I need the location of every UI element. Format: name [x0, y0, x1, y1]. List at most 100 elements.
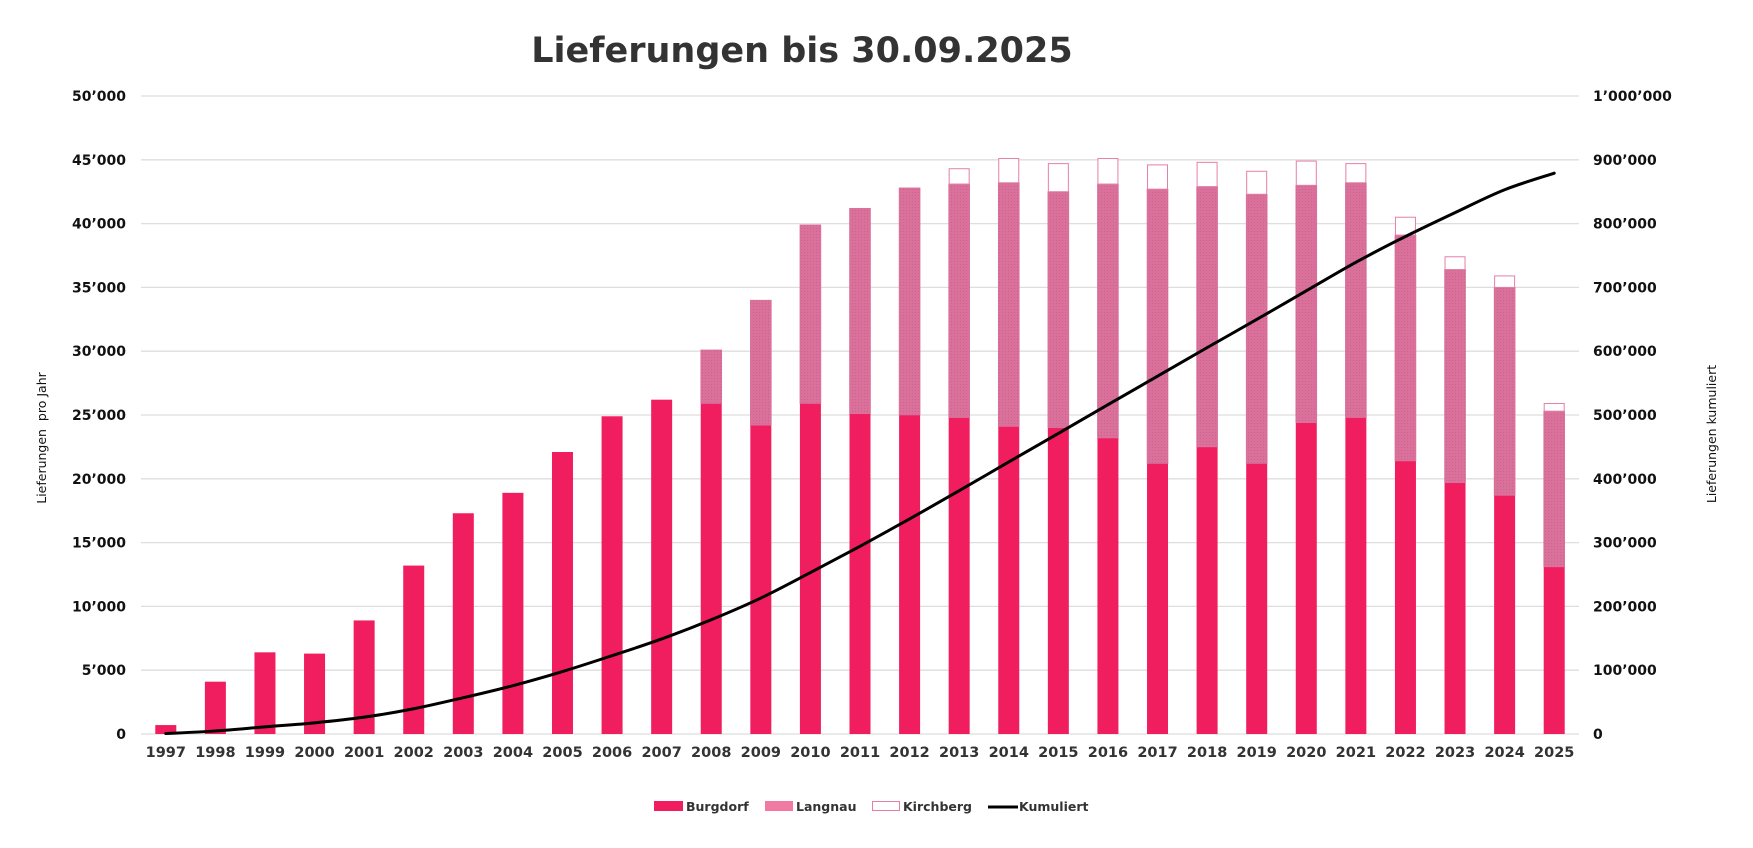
- x-tick-label: 2023: [1435, 745, 1475, 761]
- bar-langnau: [898, 187, 921, 416]
- bar-burgdorf: [1345, 417, 1367, 734]
- x-tick-label: 2012: [889, 745, 929, 761]
- x-tick-label: 2013: [939, 745, 979, 761]
- bar-langnau: [1394, 234, 1417, 462]
- bar-kirchberg: [1097, 158, 1119, 185]
- bar-langnau: [750, 299, 772, 426]
- x-tick-label: 2005: [542, 745, 582, 761]
- bar-burgdorf: [948, 417, 970, 734]
- x-tick-label: 2016: [1088, 745, 1128, 761]
- y-tick-label-right: 700’000: [1593, 280, 1657, 296]
- bar-burgdorf: [502, 492, 524, 734]
- bar-langnau: [1295, 185, 1318, 423]
- x-tick-label: 2020: [1286, 745, 1326, 761]
- bar-stack: [452, 513, 474, 734]
- bar-stack: [1047, 163, 1070, 734]
- y-axis-title-right: Lieferungen kumuliert: [1704, 365, 1719, 503]
- legend-swatch-kirchberg: [872, 801, 900, 811]
- y-tick-label-right: 300’000: [1593, 536, 1657, 552]
- legend-item-kirchberg: Kirchberg: [872, 799, 972, 814]
- bar-burgdorf: [1097, 437, 1119, 734]
- y-tick-label-right: 600’000: [1593, 344, 1657, 360]
- bar-stack: [997, 158, 1020, 734]
- x-tick-label: 2009: [741, 745, 781, 761]
- bar-stack: [1444, 256, 1466, 734]
- legend-item-langnau: Langnau: [765, 799, 856, 814]
- bar-kirchberg: [1444, 256, 1466, 271]
- bar-stack: [353, 620, 375, 734]
- x-tick-label: 2021: [1336, 745, 1376, 761]
- chart-title: Lieferungen bis 30.09.2025: [531, 31, 1072, 71]
- bar-langnau: [849, 207, 871, 415]
- x-tick-label: 1999: [245, 745, 285, 761]
- x-tick-label: 2011: [840, 745, 880, 761]
- y-axis-title-left: Lieferungen pro Jahr: [34, 371, 49, 503]
- bar-burgdorf: [254, 652, 276, 734]
- y-tick-label-right: 900’000: [1593, 153, 1657, 169]
- bar-stack: [799, 224, 822, 734]
- x-tick-label: 2001: [344, 745, 384, 761]
- bar-langnau: [1146, 188, 1169, 464]
- bar-stack: [1295, 160, 1318, 734]
- bar-stack: [551, 452, 573, 734]
- bar-burgdorf: [304, 653, 326, 734]
- legend-label-burgdorf: Burgdorf: [686, 799, 749, 814]
- bar-burgdorf: [899, 415, 921, 734]
- bar-burgdorf: [204, 681, 226, 734]
- bar-stack: [750, 299, 772, 734]
- bar-burgdorf: [601, 416, 623, 734]
- bar-stack: [204, 681, 226, 734]
- right-axis-ticks: 0 100’000 200’000 300’000 400’000 500’000 600’…: [1593, 89, 1672, 743]
- legend-item-kumuliert: Kumuliert: [988, 799, 1089, 814]
- y-tick-label-right: 800’000: [1593, 217, 1657, 233]
- bar-burgdorf: [1196, 446, 1218, 734]
- x-tick-label: 2017: [1137, 745, 1177, 761]
- bar-langnau: [1196, 186, 1218, 448]
- bar-stack: [1146, 164, 1169, 734]
- bar-burgdorf: [452, 513, 474, 734]
- x-tick-label: 2004: [493, 745, 533, 761]
- bar-stack: [700, 349, 723, 734]
- bar-kirchberg: [1295, 160, 1317, 186]
- bar-stack: [403, 565, 425, 734]
- y-tick-label-left: 40’000: [72, 217, 126, 233]
- x-tick-label: 2002: [394, 745, 434, 761]
- y-tick-label-left: 0: [116, 727, 126, 743]
- bar-burgdorf: [1394, 460, 1416, 734]
- bar-stack: [155, 725, 177, 734]
- bar-burgdorf: [155, 725, 177, 734]
- y-tick-label-right: 500’000: [1593, 408, 1657, 424]
- y-tick-label-left: 5’000: [82, 663, 127, 679]
- bar-stack: [254, 652, 276, 734]
- cumulative-line-group: [164, 171, 1556, 736]
- bar-burgdorf: [403, 565, 425, 734]
- x-tick-label: 2025: [1534, 745, 1574, 761]
- legend-swatch-langnau: [765, 801, 793, 811]
- bars: [155, 158, 1566, 734]
- bar-langnau: [700, 349, 723, 404]
- bar-langnau: [948, 183, 970, 418]
- bar-burgdorf: [1444, 482, 1466, 734]
- x-tick-label: 2007: [641, 745, 681, 761]
- bar-kirchberg: [948, 168, 970, 185]
- y-tick-label-left: 20’000: [72, 472, 126, 488]
- bar-langnau: [1543, 410, 1566, 568]
- bar-stack: [1543, 403, 1566, 734]
- bar-burgdorf: [1047, 427, 1069, 734]
- bar-stack: [1245, 170, 1268, 734]
- x-tick-label: 2008: [691, 745, 731, 761]
- y-tick-label-left: 50’000: [72, 89, 126, 105]
- bar-stack: [1097, 158, 1119, 734]
- bar-kirchberg: [1047, 163, 1069, 193]
- y-tick-label-left: 35’000: [72, 280, 126, 296]
- x-tick-label: 2010: [790, 745, 830, 761]
- bar-kirchberg: [1345, 163, 1367, 184]
- bar-burgdorf: [651, 399, 673, 734]
- bar-langnau: [1444, 269, 1466, 483]
- bar-burgdorf: [799, 403, 821, 734]
- bar-burgdorf: [551, 452, 573, 734]
- y-tick-label-right: 1’000’000: [1593, 89, 1672, 105]
- bar-stack: [948, 168, 970, 734]
- x-axis-ticks: 1997 1998 1999 2000 2001 2002 2003 2004 2005 2006…: [146, 745, 1575, 761]
